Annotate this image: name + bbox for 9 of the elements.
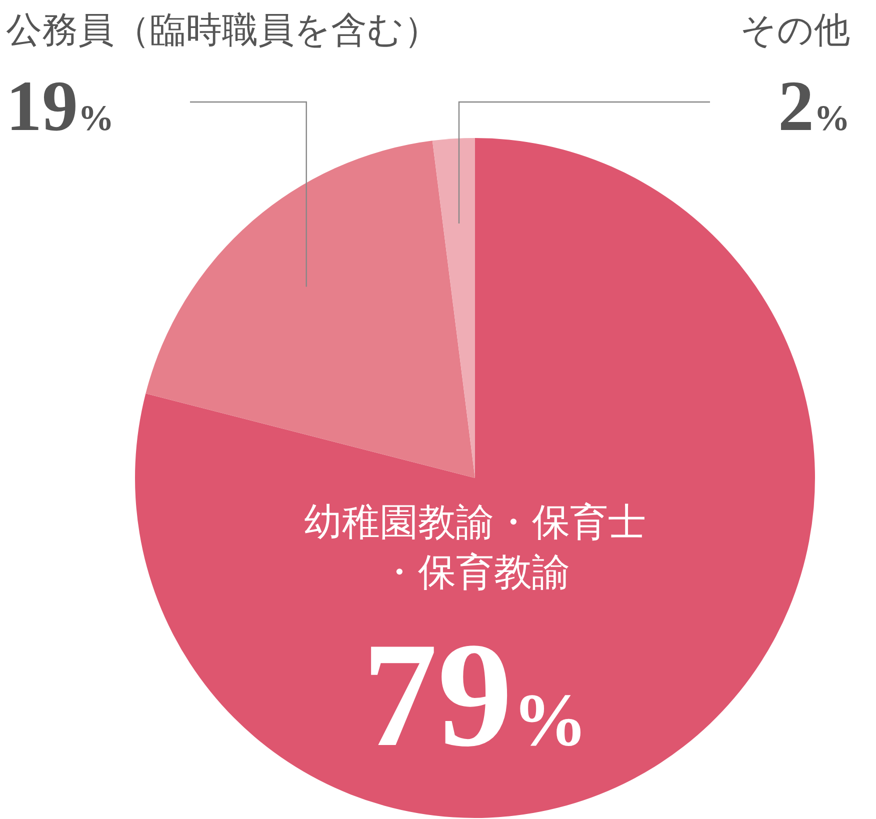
slice-label: 幼稚園教諭・保育士・保育教諭	[304, 500, 646, 594]
value-label: 19%	[6, 66, 114, 146]
pie-slice	[135, 138, 815, 818]
pie-slice	[432, 138, 475, 478]
value-label: 79%	[362, 612, 588, 778]
slice-label: 公務員（臨時職員を含む）	[6, 10, 440, 51]
value-label: 2%	[778, 66, 850, 146]
slice-label: その他	[740, 10, 850, 51]
pie-slice	[146, 140, 475, 478]
